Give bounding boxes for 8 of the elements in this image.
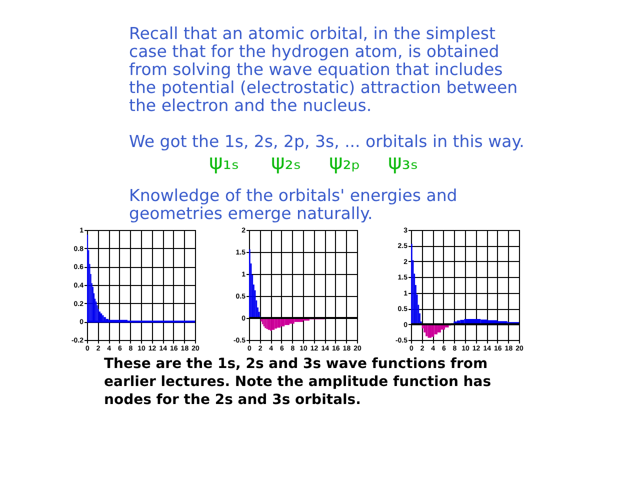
- text: Recall that an atomic orbital, in the simplest case that for the hydrogen atom, is obtained from solving the wave equation that includes the potential (electrostatic) attraction between the electron and the nucleus.: [129, 24, 518, 115]
- text: ψ₁ₛ: [209, 150, 240, 174]
- text: ψ₃ₛ: [388, 150, 418, 174]
- text: Knowledge of the orbitals' energies and geometries emerge naturally.: [129, 186, 458, 223]
- text: ψ₂ₛ: [271, 150, 302, 174]
- text: We got the 1s, 2s, 2p, 3s, ... orbitals in this way.: [129, 132, 524, 151]
- text: These are the 1s, 2s and 3s wave functions from earlier lectures. Note the amplitude function has nodes for the 2s and 3s orbitals.: [104, 356, 492, 408]
- text: ψ₂ₚ: [329, 150, 360, 174]
